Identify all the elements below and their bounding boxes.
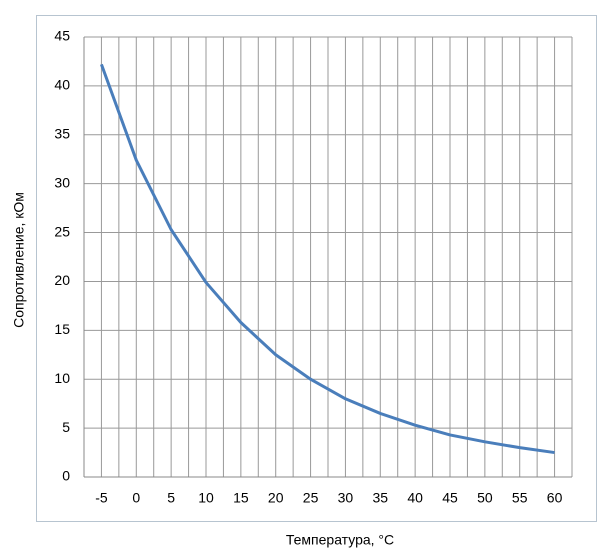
x-tick-label: 55 [512, 490, 528, 506]
x-tick-label: 40 [407, 490, 423, 506]
y-tick-label: 10 [54, 370, 70, 386]
y-tick-label: 40 [54, 77, 70, 93]
y-tick-label: 45 [54, 28, 70, 44]
y-tick-label: 25 [54, 223, 70, 239]
y-tick-label: 30 [54, 174, 70, 190]
x-tick-label: 20 [268, 490, 284, 506]
x-tick-label: 35 [372, 490, 388, 506]
y-tick-label: 15 [54, 321, 70, 337]
x-tick-label: 5 [167, 490, 175, 506]
x-tick-label: 0 [132, 490, 140, 506]
x-tick-label: 30 [338, 490, 354, 506]
y-tick-label: 0 [62, 468, 70, 484]
x-tick-label: 45 [442, 490, 458, 506]
data-line [100, 63, 555, 455]
y-axis-title: Сопротивление, кОм [11, 192, 27, 328]
x-tick-label: 15 [233, 490, 249, 506]
y-tick-label: 20 [54, 272, 70, 288]
x-tick-label: 50 [477, 490, 493, 506]
x-tick-label: 25 [303, 490, 319, 506]
x-tick-label: -5 [95, 490, 108, 506]
x-tick-label: 10 [198, 490, 214, 506]
y-tick-label: 35 [54, 125, 70, 141]
x-axis-title: Температура, °С [286, 532, 394, 548]
y-tick-label: 5 [62, 419, 70, 435]
chart-frame [36, 15, 597, 522]
x-tick-label: 60 [547, 490, 563, 506]
